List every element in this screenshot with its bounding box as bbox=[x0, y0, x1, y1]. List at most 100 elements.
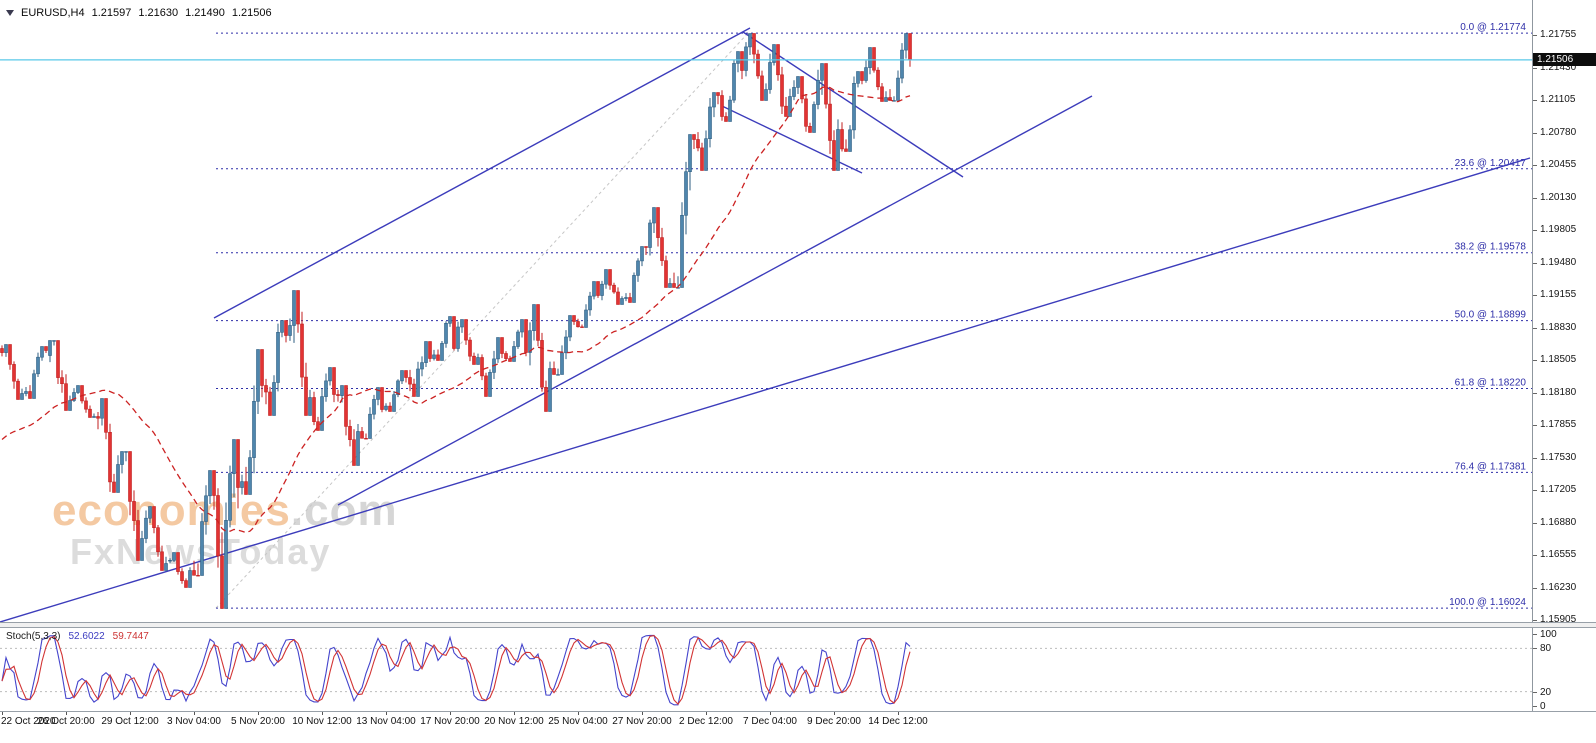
candle bbox=[12, 364, 16, 382]
time-axis-tick bbox=[322, 712, 323, 715]
candle bbox=[300, 323, 304, 378]
time-axis-label: 3 Nov 04:00 bbox=[167, 716, 221, 727]
candle bbox=[60, 377, 64, 385]
candle bbox=[224, 519, 228, 609]
candle bbox=[628, 297, 632, 303]
candle bbox=[540, 340, 544, 388]
trendline[interactable] bbox=[0, 157, 1531, 622]
candle bbox=[276, 331, 280, 383]
candle bbox=[136, 520, 140, 561]
candle bbox=[308, 397, 312, 416]
time-axis-label: 20 Nov 12:00 bbox=[484, 716, 544, 727]
time-axis-label: 26 Oct 20:00 bbox=[37, 716, 95, 727]
panel-splitter[interactable] bbox=[0, 622, 1596, 628]
candle bbox=[664, 260, 668, 288]
candle bbox=[552, 368, 556, 375]
moving-average-line[interactable] bbox=[1, 85, 911, 534]
candle bbox=[16, 380, 20, 400]
candle bbox=[844, 148, 848, 152]
candle bbox=[324, 380, 328, 397]
stochastic-panel[interactable]: Stoch(5,3,3) 52.6022 59.7447 bbox=[0, 628, 1532, 711]
candle bbox=[396, 380, 400, 395]
candle bbox=[588, 295, 592, 311]
candle bbox=[852, 83, 856, 131]
price-axis-label: 1.16555 bbox=[1540, 549, 1577, 560]
candle bbox=[736, 51, 740, 64]
chart-plot-area[interactable]: 0.0 @ 1.21774 23.6 @ 1.20417 38.2 @ 1.1957… bbox=[0, 0, 1532, 622]
candle bbox=[404, 370, 408, 378]
price-axis-label: 1.17205 bbox=[1540, 484, 1577, 495]
candle bbox=[476, 357, 480, 365]
candle bbox=[80, 385, 84, 402]
stochastic-plot-area[interactable] bbox=[0, 628, 1532, 711]
candle bbox=[652, 207, 656, 224]
candle bbox=[724, 116, 728, 122]
candle bbox=[560, 352, 564, 375]
symbol-timeframe-label: EURUSD,H4 bbox=[21, 7, 85, 19]
candle bbox=[728, 99, 732, 122]
candle bbox=[600, 283, 604, 296]
candle bbox=[792, 87, 796, 97]
fib-level-label: 61.8 @ 1.18220 bbox=[1455, 378, 1527, 389]
candle bbox=[212, 470, 216, 496]
candle bbox=[408, 377, 412, 385]
candle bbox=[52, 340, 56, 342]
price-axis-label: 1.20780 bbox=[1540, 126, 1577, 138]
candle bbox=[824, 63, 828, 105]
price-axis[interactable]: 1.21506 1.21755 1.21430 1.21105 1.20780 1.20… bbox=[1533, 0, 1596, 625]
candle bbox=[648, 222, 652, 248]
candle bbox=[644, 246, 648, 248]
candle bbox=[108, 431, 112, 483]
candle bbox=[880, 86, 884, 102]
candle bbox=[692, 134, 696, 140]
trendline[interactable] bbox=[337, 95, 1093, 506]
candle bbox=[88, 408, 92, 418]
price-chart-panel[interactable]: economies.com FxNewsToday 0.0 @ 1.217742… bbox=[0, 0, 1532, 622]
time-axis-tick bbox=[2, 712, 3, 715]
candle bbox=[176, 552, 180, 572]
fib-retracement[interactable]: 0.0 @ 1.21774 23.6 @ 1.20417 38.2 @ 1.1957… bbox=[215, 22, 1532, 609]
candle bbox=[72, 392, 76, 401]
candle bbox=[520, 319, 524, 333]
candle bbox=[68, 400, 72, 411]
trendline[interactable] bbox=[213, 27, 751, 319]
candle bbox=[820, 63, 824, 81]
candle bbox=[392, 394, 396, 412]
candle bbox=[904, 33, 908, 51]
candle bbox=[516, 331, 520, 347]
candle bbox=[240, 481, 244, 488]
time-axis[interactable]: 22 Oct 2020 26 Oct 20:00 29 Oct 12:00 3 Nov… bbox=[0, 712, 1596, 743]
candle bbox=[460, 319, 464, 328]
time-axis-tick bbox=[450, 712, 451, 715]
stoch-axis-label: 0 bbox=[1540, 701, 1546, 712]
candle bbox=[204, 495, 208, 522]
candle bbox=[744, 46, 748, 71]
candle bbox=[416, 368, 420, 397]
candle bbox=[44, 346, 48, 351]
price-axis-tick bbox=[1533, 490, 1537, 491]
candle bbox=[672, 283, 676, 288]
candle bbox=[388, 405, 392, 412]
candle bbox=[8, 344, 12, 365]
trendlines[interactable] bbox=[0, 27, 1531, 622]
candle bbox=[64, 383, 68, 411]
candle bbox=[624, 297, 628, 299]
price-axis-label: 1.21105 bbox=[1540, 94, 1576, 105]
candle bbox=[284, 320, 288, 336]
stochastic-axis[interactable]: 100 80 20 0 bbox=[1533, 628, 1596, 712]
candle bbox=[356, 431, 360, 466]
candle bbox=[564, 336, 568, 354]
price-axis-tick bbox=[1533, 425, 1537, 426]
candle bbox=[100, 398, 104, 419]
stoch-axis-tick bbox=[1533, 691, 1537, 693]
candle bbox=[184, 580, 188, 588]
candle bbox=[544, 386, 548, 412]
candle bbox=[116, 464, 120, 493]
candle bbox=[668, 283, 672, 288]
candle bbox=[452, 316, 456, 349]
candle bbox=[364, 437, 368, 440]
candle bbox=[28, 391, 32, 399]
candle bbox=[376, 387, 380, 400]
stoch-axis-tick bbox=[1533, 634, 1537, 635]
candle bbox=[432, 354, 436, 359]
